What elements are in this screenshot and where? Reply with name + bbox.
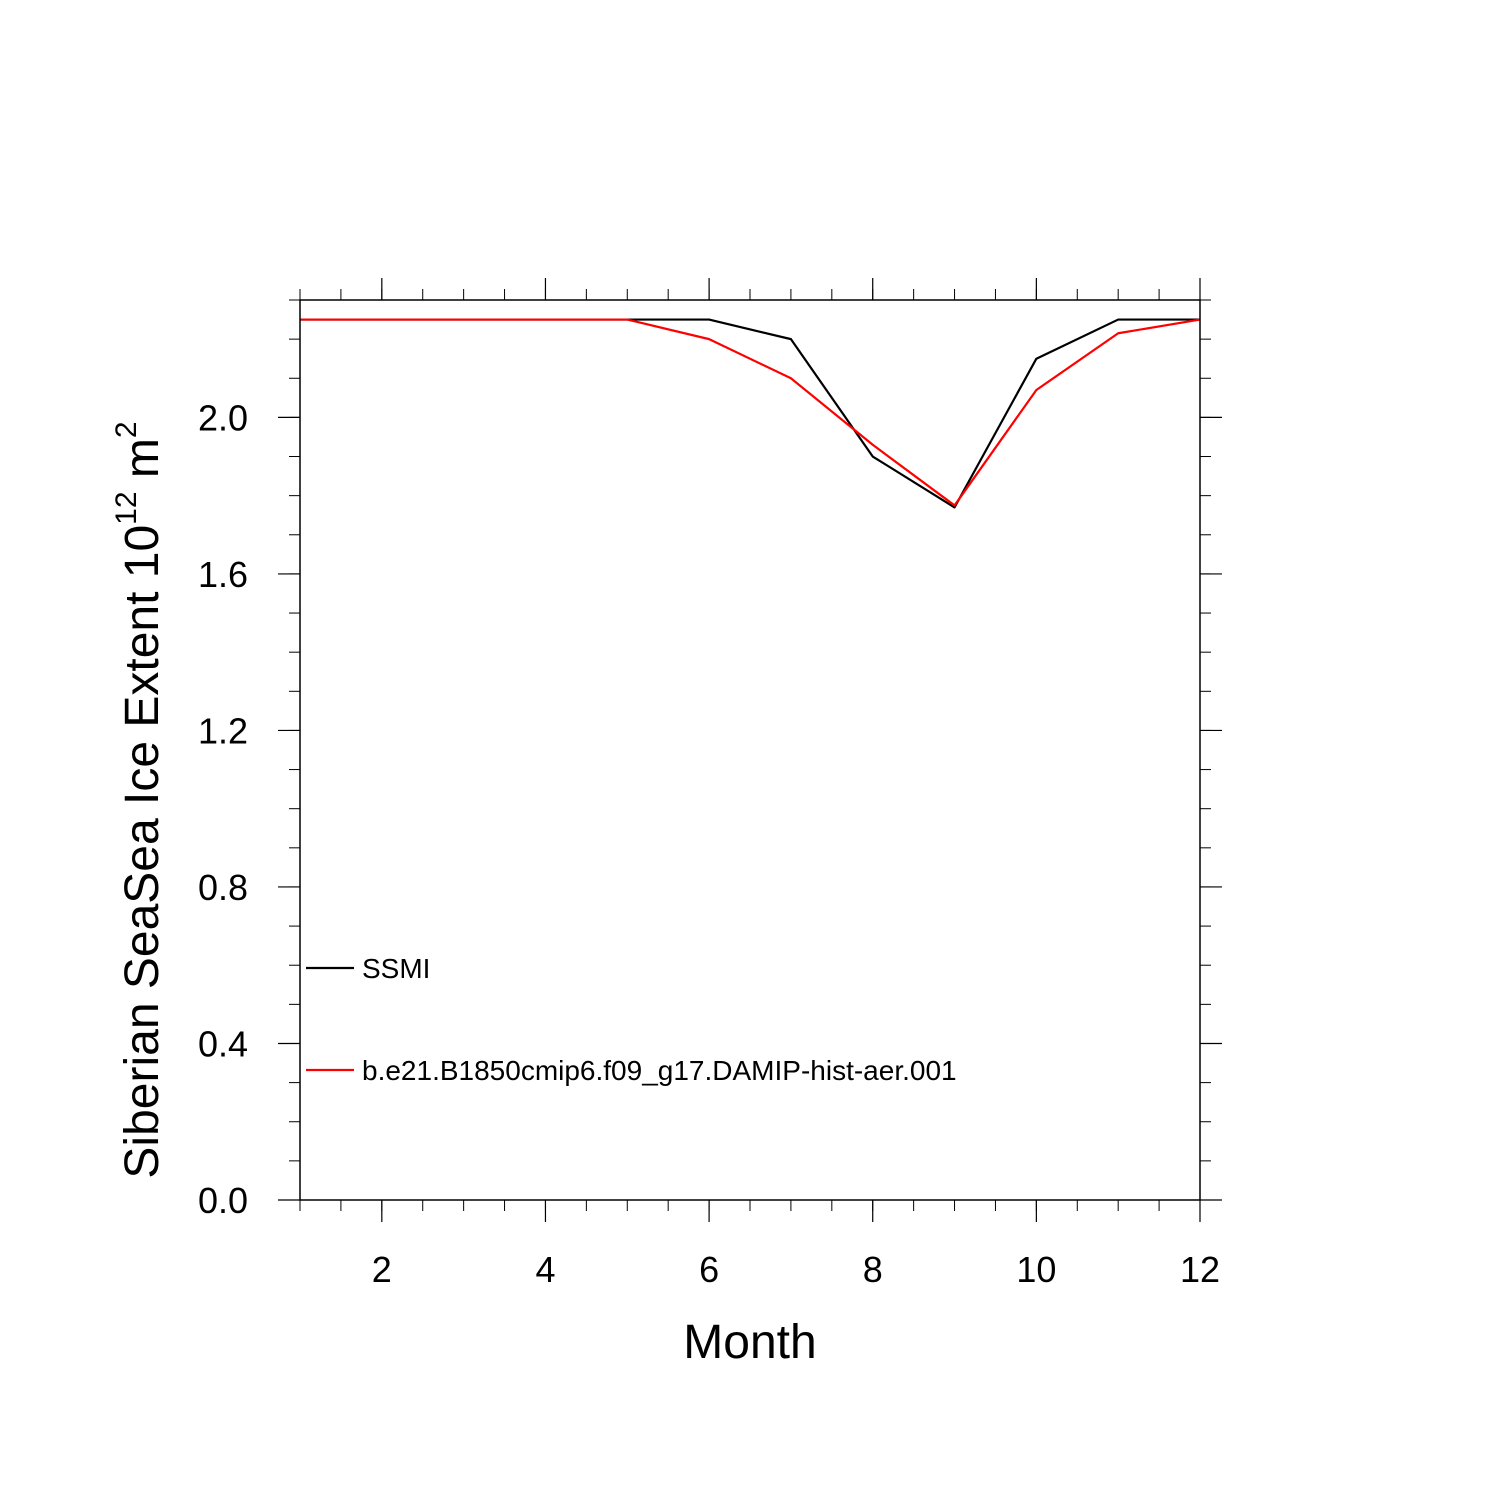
y-axis-title-unit-exponent: 2 (110, 421, 143, 438)
legend-label: SSMI (362, 953, 430, 984)
y-tick-label: 2.0 (198, 397, 248, 438)
y-tick-label: 0.0 (198, 1180, 248, 1221)
y-axis-title: Siberian SeaSea Ice Extent 1012 m2 (110, 421, 169, 1178)
x-tick-label: 4 (535, 1249, 555, 1290)
series-line-ssmi (300, 318, 1200, 509)
x-axis-title: Month (683, 1316, 816, 1369)
legend: SSMI b.e21.B1850cmip6.f09_g17.DAMIP-hist-… (306, 953, 957, 1086)
plot-frame (299, 299, 1201, 1201)
y-axis-title-unit: m (116, 438, 169, 491)
x-tick-label: 6 (699, 1249, 719, 1290)
legend-label: b.e21.B1850cmip6.f09_g17.DAMIP-hist-aer.… (362, 1055, 957, 1086)
y-tick-label: 1.6 (198, 554, 248, 595)
major-ticks (278, 278, 1222, 1222)
y-tick-label: 0.8 (198, 867, 248, 908)
y-axis-title-exponent: 12 (110, 491, 143, 524)
y-tick-label: 1.2 (198, 710, 248, 751)
series-layer (300, 318, 1201, 509)
x-tick-label: 8 (863, 1249, 883, 1290)
series-line-model (300, 318, 1201, 507)
y-tick-label: 0.4 (198, 1023, 248, 1064)
x-tick-label: 12 (1180, 1249, 1220, 1290)
y-axis-title-main: Siberian SeaSea Ice Extent 10 (116, 525, 169, 1179)
x-tick-label: 10 (1016, 1249, 1056, 1290)
tick-labels: 2 4 6 8 10 12 0.0 0.4 0.8 1.2 1.6 2.0 (198, 397, 1220, 1290)
x-tick-label: 2 (372, 1249, 392, 1290)
